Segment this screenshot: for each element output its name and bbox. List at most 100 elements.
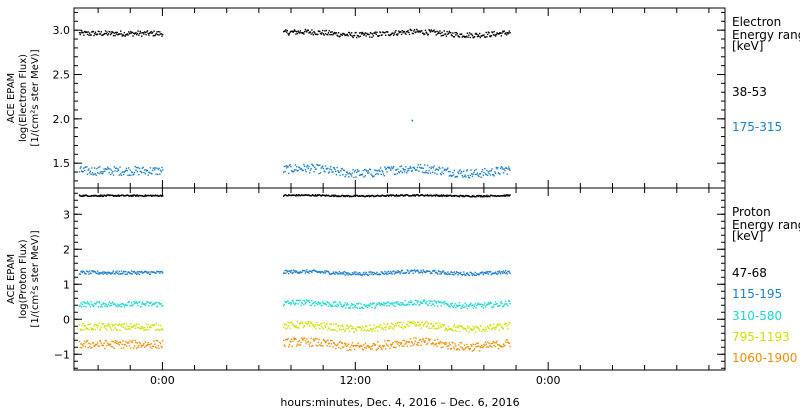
data-point [442, 324, 444, 326]
data-point [505, 322, 508, 325]
data-point [101, 194, 103, 196]
data-point [483, 171, 485, 174]
data-point [100, 304, 102, 306]
data-point [102, 302, 105, 304]
data-point [135, 302, 138, 304]
data-point [384, 195, 386, 197]
data-point [431, 342, 434, 344]
data-point [387, 31, 389, 33]
data-point [399, 342, 401, 344]
data-point [360, 329, 362, 331]
data-point [104, 195, 107, 197]
data-point [507, 33, 509, 35]
data-point [146, 194, 148, 197]
data-point [156, 271, 159, 273]
data-point [113, 303, 115, 305]
data-point [108, 323, 110, 326]
data-point [373, 175, 375, 177]
data-point [503, 345, 505, 347]
data-point [329, 273, 331, 276]
data-point [437, 273, 439, 275]
data-point [148, 302, 151, 304]
data-point [342, 174, 344, 176]
data-point [122, 34, 124, 36]
data-point [162, 33, 164, 36]
data-point [126, 342, 128, 344]
data-point [133, 173, 135, 175]
data-point [283, 30, 286, 32]
data-point [107, 33, 110, 35]
data-point [391, 167, 393, 170]
data-point [132, 270, 134, 273]
data-point [345, 307, 347, 309]
data-point [368, 172, 370, 174]
data-point [405, 340, 408, 343]
data-point [374, 344, 376, 346]
data-point [376, 170, 379, 172]
data-point [329, 323, 331, 325]
data-point [138, 167, 141, 170]
data-point [435, 271, 437, 274]
data-point [332, 272, 334, 275]
data-point [395, 325, 398, 327]
data-point [99, 273, 101, 275]
data-point [402, 31, 404, 34]
data-point [409, 301, 411, 304]
data-point [494, 271, 497, 273]
data-point [506, 273, 508, 275]
data-point [426, 342, 429, 345]
data-point [418, 31, 421, 33]
data-point [154, 169, 156, 171]
data-point [474, 33, 477, 35]
data-point [427, 195, 430, 197]
data-point [115, 328, 118, 331]
data-point [329, 195, 332, 197]
data-point [459, 169, 461, 171]
data-point [481, 271, 484, 273]
data-point [444, 168, 446, 170]
data-point [355, 345, 357, 347]
data-point [361, 173, 364, 175]
data-point [301, 168, 303, 170]
data-point [141, 344, 143, 347]
data-point [316, 271, 318, 273]
data-point [141, 303, 143, 305]
data-point [496, 340, 498, 342]
data-point [319, 302, 322, 304]
data-point [137, 272, 139, 275]
data-point [382, 328, 384, 330]
data-point [499, 323, 502, 326]
data-point [371, 306, 373, 309]
data-point [411, 342, 414, 344]
data-point [421, 321, 423, 324]
data-point [289, 327, 291, 329]
data-point [468, 195, 471, 198]
data-point [350, 305, 352, 307]
data-point [358, 36, 360, 38]
data-point [107, 305, 109, 307]
data-point [379, 195, 381, 197]
data-point [96, 301, 99, 303]
data-point [286, 338, 288, 341]
x-axis-label: hours:minutes, Dec. 4, 2016 – Dec. 6, 20… [280, 396, 519, 409]
data-point [152, 345, 155, 347]
data-point [492, 272, 495, 275]
data-point [509, 194, 511, 196]
data-point [354, 169, 356, 172]
data-point [425, 194, 427, 196]
data-point [312, 338, 315, 340]
data-point [466, 346, 469, 348]
data-point [299, 195, 301, 197]
data-point [342, 32, 344, 35]
data-point [296, 271, 299, 274]
data-point [324, 195, 327, 197]
data-point [340, 170, 342, 172]
data-point [370, 346, 372, 348]
data-point [433, 300, 435, 302]
data-point [83, 301, 86, 303]
data-point [288, 33, 291, 35]
data-point [344, 34, 346, 37]
y-tick-label: 2.0 [53, 113, 71, 126]
data-point [158, 167, 160, 170]
data-point [283, 303, 286, 306]
